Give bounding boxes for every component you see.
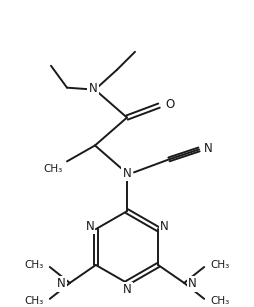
Text: CH₃: CH₃ bbox=[25, 296, 44, 306]
Text: N: N bbox=[204, 142, 213, 155]
Text: CH₃: CH₃ bbox=[25, 260, 44, 270]
Text: N: N bbox=[57, 278, 66, 290]
Text: N: N bbox=[123, 283, 131, 297]
Text: N: N bbox=[160, 220, 169, 233]
Text: CH₃: CH₃ bbox=[44, 164, 63, 174]
Text: N: N bbox=[89, 82, 97, 95]
Text: N: N bbox=[85, 220, 94, 233]
Text: N: N bbox=[188, 278, 197, 290]
Text: CH₃: CH₃ bbox=[210, 260, 229, 270]
Text: O: O bbox=[165, 98, 174, 111]
Text: CH₃: CH₃ bbox=[210, 296, 229, 306]
Text: N: N bbox=[123, 167, 131, 180]
